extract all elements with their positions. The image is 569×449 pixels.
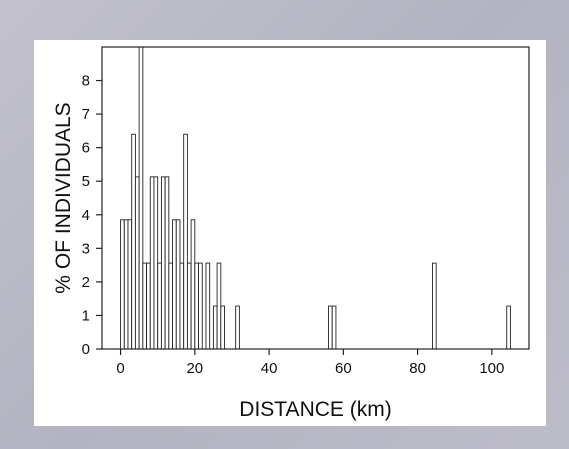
histogram-bar	[331, 305, 337, 350]
histogram-bar	[198, 262, 203, 350]
histogram-bar	[138, 46, 144, 350]
x-tick-label: 0	[116, 360, 124, 377]
x-tick-label: 20	[186, 360, 203, 377]
y-axis-title: % OF INDIVIDUALS	[52, 102, 75, 293]
histogram-bar	[142, 262, 147, 350]
x-tick-label: 100	[479, 360, 504, 377]
histogram-bar	[149, 176, 155, 350]
chart-panel	[34, 40, 546, 426]
y-tick-label: 8	[82, 73, 90, 90]
histogram-bar	[235, 305, 240, 350]
histogram-bar	[120, 219, 125, 350]
histogram-bar	[172, 219, 177, 350]
histogram-bar	[432, 262, 437, 350]
histogram-bar	[220, 305, 225, 350]
histogram-bar	[157, 262, 162, 350]
bars-group	[120, 46, 511, 350]
x-tick-label: 60	[335, 360, 352, 377]
histogram-bar	[186, 262, 192, 350]
y-tick-label: 4	[82, 207, 90, 224]
histogram-bar	[160, 176, 166, 350]
histogram-bar	[194, 262, 199, 350]
histogram-bar	[183, 133, 188, 350]
histogram-bar	[134, 176, 140, 350]
y-tick-label: 6	[82, 140, 90, 157]
y-tick-label: 3	[82, 240, 90, 257]
plot-frame	[101, 46, 530, 350]
y-axis: 0 1 2 3 4 5 6 7 8	[82, 73, 102, 358]
histogram-bar	[205, 262, 211, 350]
histogram-bar	[168, 262, 173, 350]
y-tick-label: 7	[82, 106, 90, 123]
histogram-bar	[506, 305, 511, 350]
y-tick-label: 0	[82, 341, 90, 358]
histogram-bar	[153, 176, 159, 350]
histogram-bar	[328, 305, 333, 350]
histogram-bar	[175, 219, 181, 350]
histogram-bar	[131, 133, 136, 350]
y-tick-label: 2	[82, 274, 90, 291]
y-tick-label: 5	[82, 173, 90, 190]
histogram-bar	[179, 262, 185, 350]
histogram-bar	[190, 219, 196, 350]
histogram-bar	[146, 262, 151, 350]
histogram-bar	[216, 262, 222, 350]
x-axis-title: DISTANCE (km)	[239, 398, 391, 421]
histogram-bar	[127, 219, 133, 350]
histogram-bar	[123, 219, 129, 350]
histogram-bar	[212, 305, 218, 350]
x-tick-label: 80	[409, 360, 426, 377]
y-tick-label: 1	[82, 307, 90, 324]
x-tick-label: 40	[261, 360, 278, 377]
x-axis: 0 20 40 60 80 100	[116, 349, 504, 377]
histogram-bar	[164, 176, 170, 350]
